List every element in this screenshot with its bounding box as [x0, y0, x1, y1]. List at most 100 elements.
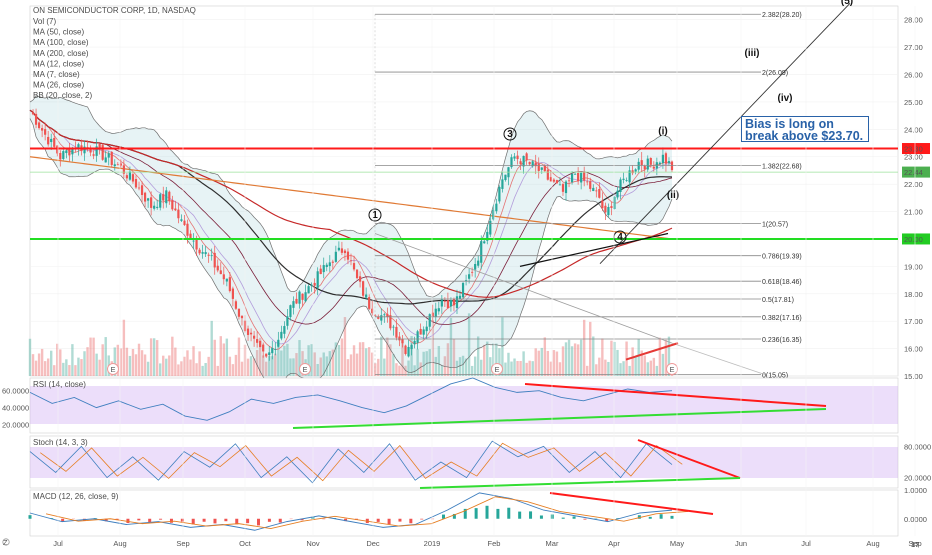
candle-body [377, 317, 379, 319]
volume-bar [662, 354, 664, 376]
earnings-marker: E [110, 365, 115, 374]
volume-bar [153, 338, 155, 376]
price-tick-label: 22.00 [904, 180, 923, 189]
volume-bar [616, 350, 618, 376]
candle-body [271, 348, 273, 353]
candle-body [308, 286, 310, 293]
candle-body [329, 262, 331, 266]
candle-body [156, 207, 158, 208]
candle-body [401, 339, 403, 343]
candle-body [468, 274, 470, 279]
x-tick-label: Nov [306, 539, 320, 548]
volume-bar [162, 356, 164, 376]
candle-body [423, 329, 425, 334]
macd-histogram-bar [213, 519, 216, 524]
candle-body [217, 266, 219, 271]
macd-histogram-bar [181, 519, 184, 522]
candle-body [174, 209, 176, 211]
stoch-tick-label: 80.0000 [904, 442, 931, 451]
candle-body [547, 170, 549, 180]
volume-bar [598, 358, 600, 376]
macd-histogram-bar [540, 515, 543, 518]
candle-body [165, 190, 167, 203]
volume-bar [144, 354, 146, 376]
candle-body [192, 241, 194, 242]
candle-body [501, 179, 503, 189]
volume-bar [168, 355, 170, 376]
volume-bar [647, 362, 649, 376]
volume-bar [650, 361, 652, 376]
volume-bar [362, 342, 364, 376]
candle-body [383, 314, 385, 315]
candle-body [598, 189, 600, 198]
wave-label: 3 [507, 129, 513, 140]
candle-body [202, 252, 204, 254]
zoom-label: Z [3, 538, 8, 547]
volume-bar [541, 348, 543, 376]
candle-body [138, 188, 140, 189]
volume-bar [138, 344, 140, 376]
volume-bar [77, 358, 79, 376]
volume-bar [568, 340, 570, 376]
volume-bar [214, 340, 216, 376]
candle-body [317, 271, 319, 288]
candle-body [477, 261, 479, 266]
macd-histogram-bar [573, 516, 576, 518]
volume-bar [365, 348, 367, 376]
candle-body [577, 173, 579, 181]
volume-bar [653, 358, 655, 376]
candle-body [283, 326, 285, 334]
volume-bar [226, 339, 228, 376]
volume-bar [637, 339, 639, 376]
candle-body [471, 272, 473, 273]
candle-body [583, 172, 585, 181]
volume-bar [480, 360, 482, 376]
indicator-legend-item: MA (200, close) [33, 49, 89, 58]
price-tick-label: 18.00 [904, 290, 923, 299]
candle-body [444, 301, 446, 302]
macd-histogram-bar [409, 519, 412, 524]
fib-level-label: 0.5(17.81) [762, 297, 794, 304]
volume-bar [192, 346, 194, 376]
candle-body [92, 154, 94, 155]
candle-body [262, 345, 264, 352]
candle-body [404, 346, 406, 354]
volume-bar [44, 361, 46, 376]
macd-histogram-bar [246, 519, 249, 523]
macd-histogram-bar [148, 519, 151, 522]
candle-body [604, 206, 606, 213]
candle-body [289, 305, 291, 317]
candle-body [314, 283, 316, 286]
candle-body [380, 315, 382, 320]
volume-bar [32, 354, 34, 376]
indicator-legend-item: MA (26, close) [33, 81, 84, 90]
candle-body [180, 219, 182, 221]
candle-body [274, 349, 276, 350]
candle-body [111, 152, 113, 165]
candle-body [171, 200, 173, 209]
candle-body [253, 336, 255, 339]
volume-bar [220, 336, 222, 376]
candle-body [610, 206, 612, 208]
candle-body [559, 185, 561, 186]
candle-body [220, 270, 222, 274]
candle-body [47, 137, 49, 144]
volume-bar [29, 339, 31, 376]
volume-bar [359, 342, 361, 376]
volume-bar [159, 363, 161, 376]
volume-bar [580, 340, 582, 376]
volume-bar [183, 357, 185, 376]
candle-body [495, 204, 497, 212]
candle-body [102, 145, 104, 160]
volume-bar [383, 359, 385, 376]
tradingview-logo: 17 [911, 540, 919, 549]
candle-body [635, 169, 637, 171]
volume-bar [592, 336, 594, 376]
volume-bar [601, 338, 603, 376]
candle-body [311, 285, 313, 286]
volume-bar [207, 357, 209, 376]
candle-body [562, 184, 564, 192]
wave-label: (iii) [745, 48, 760, 59]
x-tick-label: Jul [53, 539, 63, 548]
